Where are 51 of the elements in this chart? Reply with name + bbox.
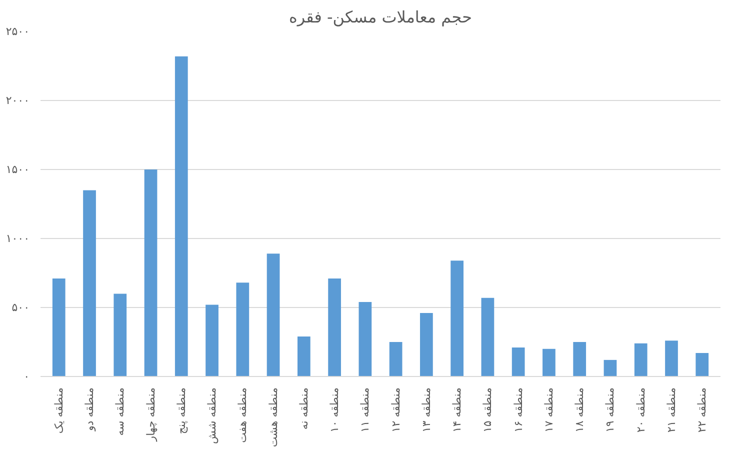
y-tick-label: ۲۰۰۰: [6, 94, 30, 107]
bar: [665, 340, 678, 376]
bar: [512, 348, 525, 376]
chart-title: حجم معاملات مسکن- فقره: [288, 8, 472, 26]
bar: [450, 260, 464, 376]
y-tick-label: ۲۵۰۰: [6, 25, 30, 38]
bar: [420, 313, 433, 376]
bar: [83, 190, 96, 376]
x-tick-label: منطقه چهار: [144, 387, 158, 442]
y-tick-label: ۱۵۰۰: [6, 163, 30, 176]
x-tick-label: منطقه ۱۸: [573, 387, 586, 433]
x-tick-label: منطقه ۱۱: [358, 387, 372, 433]
bar: [328, 278, 341, 376]
y-tick-label: ۰: [24, 370, 30, 383]
x-tick-label: منطقه ۱۹: [604, 387, 617, 433]
bar: [358, 302, 372, 376]
bar: [52, 278, 66, 376]
bar: [634, 343, 648, 376]
x-tick-label: منطقه سه: [114, 387, 127, 436]
bar: [236, 282, 250, 376]
bar: [604, 360, 617, 376]
x-tick-label: منطقه ۱۲: [389, 387, 402, 433]
x-tick-label: منطقه ۱۰: [328, 387, 342, 433]
x-tick-label: منطقه ۱۶: [512, 387, 525, 433]
bar: [389, 342, 402, 376]
y-tick-label: ۵۰۰: [12, 301, 30, 314]
x-tick-label: منطقه یک: [52, 387, 66, 434]
x-tick-label: منطقه ۱۷: [542, 387, 556, 433]
bar: [297, 336, 310, 376]
x-tick-label: منطقه ۱۴: [450, 387, 464, 433]
bar: [174, 56, 188, 376]
x-tick-label: منطقه هشت: [266, 387, 280, 448]
x-tick-label: منطقه ۲۲: [696, 387, 709, 433]
x-tick-label: منطقه ۲۱: [664, 387, 678, 433]
bar: [144, 170, 158, 376]
y-tick-label: ۱۰۰۰: [6, 232, 30, 245]
bar: [573, 342, 586, 376]
bar: [266, 254, 280, 376]
x-tick-label: منطقه پنج: [174, 387, 188, 434]
x-tick-label: منطقه ۱۵: [481, 387, 494, 433]
x-tick-label: منطقه شش: [206, 387, 219, 444]
x-tick-label: منطقه نه: [297, 387, 310, 430]
bar: [542, 348, 556, 376]
x-tick-label: منطقه هفت: [236, 387, 250, 443]
bar: [481, 298, 494, 376]
bar: [696, 353, 709, 376]
x-tick-label: منطقه دو: [83, 387, 96, 432]
x-tick-label: منطقه ۲۰: [634, 387, 648, 433]
bar: [206, 304, 218, 376]
bar: [114, 294, 127, 376]
x-tick-label: منطقه ۱۳: [420, 387, 433, 433]
